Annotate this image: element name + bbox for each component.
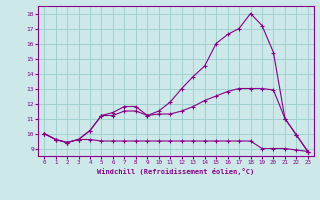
X-axis label: Windchill (Refroidissement éolien,°C): Windchill (Refroidissement éolien,°C) [97, 168, 255, 175]
